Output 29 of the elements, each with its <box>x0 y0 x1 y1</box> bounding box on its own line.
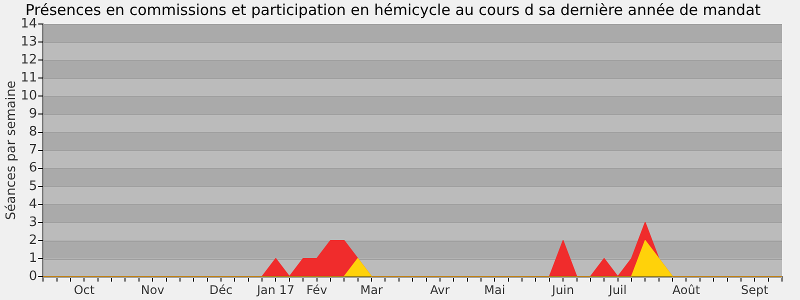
x-tick-label: Déc <box>209 282 233 297</box>
x-tick-label: Avr <box>430 282 450 297</box>
x-tick-label: Mar <box>360 282 383 297</box>
y-tick-label: 4 <box>28 196 38 212</box>
y-tick-label: 8 <box>28 124 38 140</box>
y-tick-label: 12 <box>20 52 38 68</box>
y-tick-label: 14 <box>20 16 38 32</box>
x-tick-label: Mai <box>484 282 506 297</box>
y-axis-title: Séances par semaine <box>4 80 20 220</box>
chart-title: Présences en commissions et participation en hémicycle au cours d sa dernière année de mandat <box>25 0 761 19</box>
y-tick-label: 3 <box>28 214 38 230</box>
y-tick-label: 9 <box>28 106 38 122</box>
y-tick-label: 7 <box>28 142 38 158</box>
y-tick-label: 10 <box>20 88 38 104</box>
x-tick-label: Oct <box>74 282 95 297</box>
y-tick-label: 0 <box>28 268 38 284</box>
x-tick-label: Sept <box>740 282 769 297</box>
y-tick-label: 1 <box>28 250 38 266</box>
y-tick-label: 2 <box>28 232 38 248</box>
y-tick-label: 6 <box>28 160 38 176</box>
x-tick-label: Jan 17 <box>256 282 295 297</box>
x-tick-label: Fév <box>306 282 328 297</box>
y-tick-label: 11 <box>20 70 38 86</box>
x-tick-label: Juin <box>551 282 574 297</box>
y-tick-label: 13 <box>20 34 38 50</box>
x-tick-label: Juil <box>608 282 627 297</box>
x-tick-label: Août <box>672 282 700 297</box>
x-tick-label: Nov <box>140 282 164 297</box>
y-tick-label: 5 <box>28 178 38 194</box>
